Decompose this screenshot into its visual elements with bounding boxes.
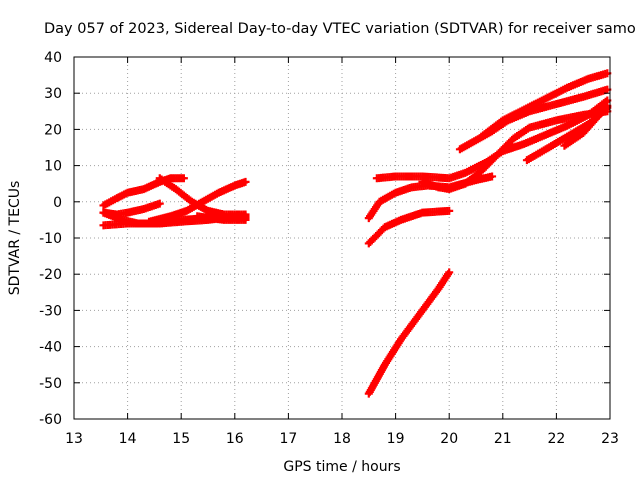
y-tick-label: 20 (44, 122, 62, 138)
data-series-group (364, 268, 454, 398)
axis-ticks (73, 56, 611, 420)
x-tick-label: 13 (65, 431, 83, 447)
data-point (155, 199, 164, 208)
x-tick-label: 23 (601, 431, 619, 447)
data-series (99, 69, 612, 398)
data-series-group (145, 177, 250, 226)
data-point (445, 268, 454, 277)
x-tick-label: 20 (440, 431, 458, 447)
data-series-group (193, 212, 250, 224)
data-series-group (477, 69, 612, 141)
x-tick-label: 18 (333, 431, 351, 447)
x-tick-labels: 13 14 15 16 17 18 19 20 21 22 23 (65, 431, 619, 447)
x-tick-label: 21 (494, 431, 512, 447)
y-tick-label: 40 (44, 50, 62, 66)
data-point (179, 174, 188, 183)
y-tick-label: -30 (39, 303, 62, 319)
data-point (241, 177, 250, 186)
y-tick-label: -20 (39, 267, 62, 283)
data-point (488, 172, 497, 181)
y-tick-label: -40 (39, 340, 62, 356)
y-tick-label: 30 (44, 86, 62, 102)
x-tick-label: 19 (387, 431, 405, 447)
y-tick-label: 0 (53, 195, 62, 211)
data-series-group (418, 107, 612, 194)
x-tick-label: 14 (119, 431, 137, 447)
x-axis-label: GPS time / hours (283, 459, 400, 475)
y-tick-labels: -60 -50 -40 -30 -20 -10 0 10 20 30 40 (39, 50, 62, 428)
data-series-group (364, 206, 454, 248)
x-tick-label: 16 (226, 431, 244, 447)
x-tick-label: 15 (172, 431, 190, 447)
y-axis-label: SDTVAR / TECUs (7, 181, 23, 296)
y-tick-label: 10 (44, 159, 62, 175)
x-tick-label: 17 (279, 431, 297, 447)
data-point (445, 206, 454, 215)
y-tick-label: -50 (39, 376, 62, 392)
data-series-group (560, 101, 612, 150)
data-point (241, 215, 250, 224)
y-tick-label: -10 (39, 231, 62, 247)
y-tick-label: -60 (39, 412, 62, 428)
chart-title: Day 057 of 2023, Sidereal Day-to-day VTE… (44, 21, 636, 37)
x-tick-label: 22 (547, 431, 565, 447)
